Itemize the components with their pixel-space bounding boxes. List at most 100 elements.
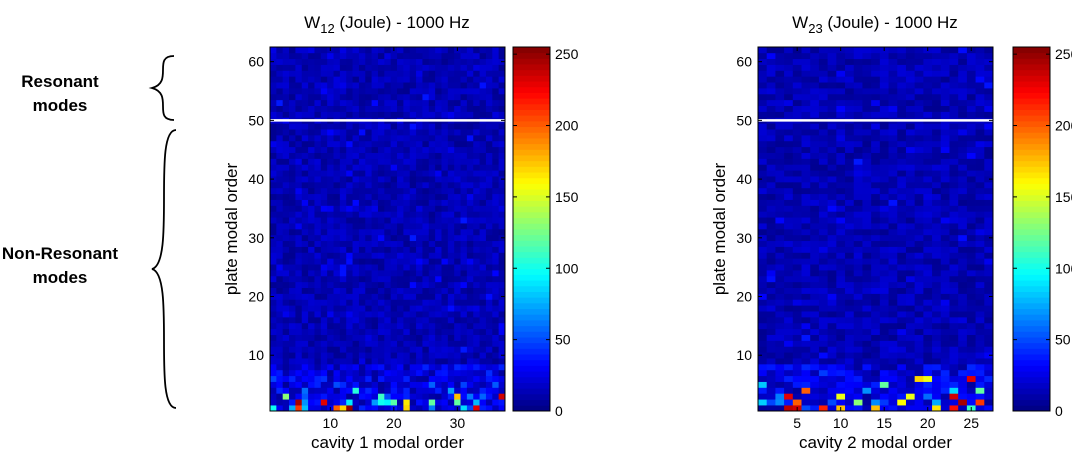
heatmap-cell [327,352,334,359]
heatmap-cell [949,299,959,306]
heatmap-cell [492,275,499,283]
heatmap-cell [984,234,994,242]
heatmap-cell [397,375,404,382]
heatmap-cell [466,182,474,189]
heatmap-cell [447,399,455,406]
heatmap-cell [862,240,872,247]
heatmap-cell [984,258,994,265]
heatmap-cell [888,182,898,189]
heatmap-cell [984,64,994,71]
heatmap-cell [940,182,950,189]
heatmap-cell [466,352,474,359]
heatmap-cell [314,246,322,253]
colorbar-step [1013,246,1050,253]
heatmap-cell [810,111,820,118]
heatmap-cell [365,211,372,218]
heatmap-cell [845,375,855,382]
heatmap-cell [879,105,889,112]
heatmap-cell [845,199,855,206]
heatmap-cell [416,346,423,353]
heatmap-cell [827,258,837,265]
heatmap-cell [384,152,391,159]
heatmap-cell [758,47,767,54]
heatmap-cell [498,99,506,107]
heatmap-cell [454,334,461,341]
heatmap-cell [818,322,828,330]
heatmap-cell [853,346,863,353]
heatmap-cell [416,135,423,142]
heatmap-cell [365,364,372,371]
heatmap-cell [333,387,341,394]
heatmap-cell [984,205,994,212]
heatmap-cell [485,135,493,142]
heatmap-cell [346,105,353,112]
heatmap-cell [397,293,404,300]
heatmap-cell [975,76,985,83]
heatmap-cell [403,129,411,136]
heatmap-cell [358,176,366,183]
heatmap-cell [346,317,353,324]
heatmap-cell [473,146,480,153]
heatmap-cell [282,234,290,242]
heatmap-cell [441,258,449,265]
heatmap-cell [377,334,385,341]
heatmap-cell [784,299,794,306]
colorbar-step [1013,371,1050,378]
heatmap-cell [422,64,430,71]
heatmap-cell [339,140,347,148]
heatmap-cell [289,375,296,382]
heatmap-cell [352,158,360,165]
heatmap-cell [416,123,423,130]
heatmap-cell [758,234,767,242]
heatmap-cell [282,152,290,159]
heatmap-cell [447,217,455,224]
heatmap-cell [416,364,423,371]
heatmap-cell [295,70,303,77]
heatmap-cell [498,229,506,236]
heatmap-cell [377,99,385,107]
heatmap-cell [810,264,820,271]
heatmap-cell [441,187,449,195]
heatmap-cell [784,240,794,247]
heatmap-cell [836,346,846,353]
heatmap-cell [827,58,837,65]
heatmap-cell [853,305,863,312]
heatmap-cell [923,152,933,159]
heatmap-cell [352,264,360,271]
heatmap-cell [435,205,442,212]
heatmap-cell [333,264,341,271]
heatmap-cell [827,70,837,77]
heatmap-cell [371,64,379,71]
heatmap-cell [479,135,487,142]
heatmap-cell [377,305,385,312]
heatmap-cell [358,129,366,136]
heatmap-cell [818,52,828,60]
heatmap-cell [879,217,889,224]
heatmap-cell [758,393,767,400]
heatmap-cell [282,387,290,394]
heatmap-cell [333,93,341,101]
heatmap-cell [845,152,855,159]
heatmap-cell [460,317,468,324]
heatmap-cell [308,234,315,242]
heatmap-cell [810,305,820,312]
heatmap-cell [966,70,976,77]
heatmap-cell [479,52,487,60]
heatmap-cell [301,170,309,177]
heatmap-cell [923,70,933,77]
heatmap-cell [327,358,334,365]
heatmap-cell [460,70,468,77]
heatmap-cell [984,281,994,289]
heatmap-cell [270,358,277,365]
heatmap-cell [932,270,942,277]
heatmap-cell [416,164,423,171]
heatmap-cell [409,340,417,347]
heatmap-cell [441,170,449,177]
heatmap-cell [295,187,303,195]
heatmap-cell [397,275,404,283]
heatmap-cell [498,93,506,101]
heatmap-cell [276,258,283,265]
heatmap-cell [314,328,322,335]
heatmap-cell [289,393,296,400]
heatmap-cell [784,135,794,142]
